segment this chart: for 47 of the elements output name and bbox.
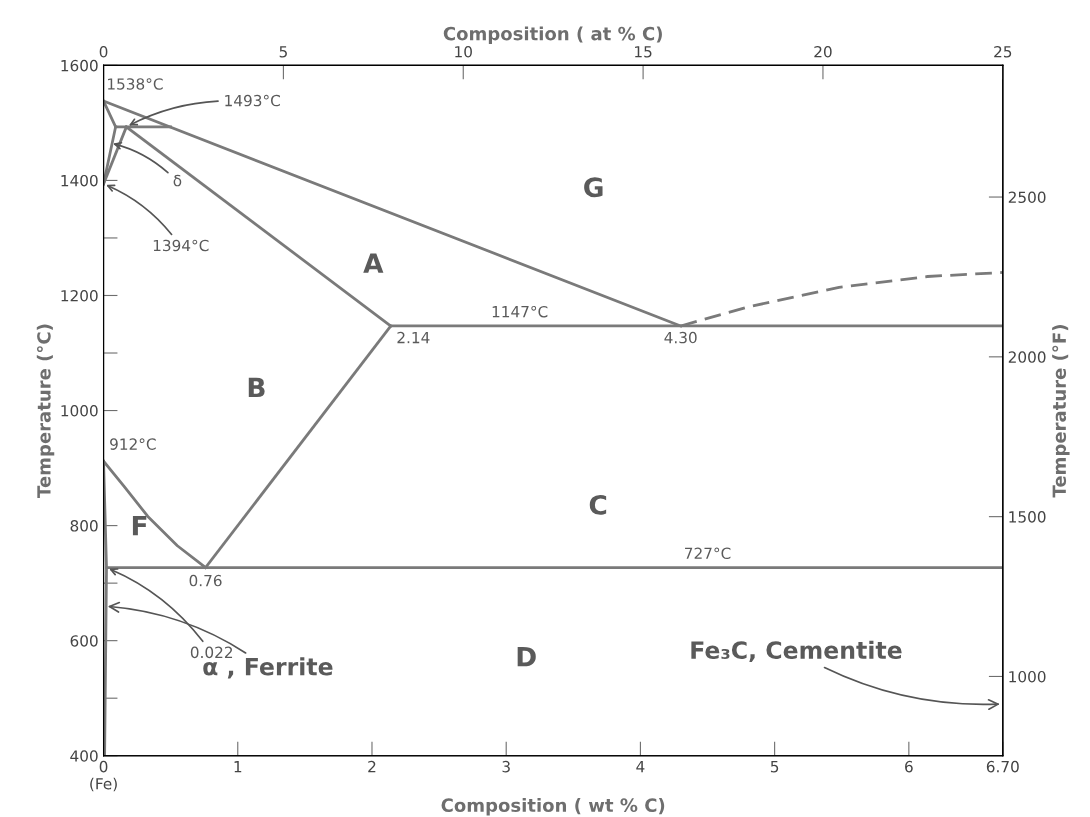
annotation: A: [363, 253, 384, 273]
x2-tick-label: 0: [99, 45, 108, 58]
annotation: δ: [173, 174, 182, 187]
y-tick-label: 400: [70, 750, 98, 762]
annotation: B: [248, 377, 265, 398]
annotation: 727°C: [685, 547, 731, 560]
x2-tick-label: 10: [455, 45, 472, 58]
x-tick-label: 3: [502, 760, 510, 773]
y2-tick-label: 1000: [1009, 670, 1046, 683]
x-tick-label: 2: [368, 760, 376, 773]
annotation: 1493°C: [225, 94, 280, 107]
y-tick-label: 1600: [61, 59, 98, 72]
annotation: 0.022: [190, 646, 233, 659]
y-tick-label: 1000: [61, 405, 98, 417]
annotation: C: [589, 494, 607, 515]
annotation: 0.76: [189, 574, 222, 587]
x2-tick-label: 20: [814, 45, 832, 58]
y-tick-label: 1400: [61, 174, 98, 187]
y2-tick-label: 2500: [1008, 191, 1046, 204]
y-tick-label: 1200: [61, 289, 98, 302]
y2-axis-title: Temperature (°F): [1052, 325, 1070, 498]
y-axis-title: Temperature (°C): [36, 324, 55, 498]
x-tick-label: 6: [905, 760, 913, 773]
annotation: α , Ferrite: [203, 657, 333, 679]
y2-tick-label: 1500: [1009, 511, 1046, 523]
x-tick-label: 6.70: [986, 760, 1019, 773]
annotation: 4.30: [664, 331, 697, 344]
annotation: 912°C: [110, 438, 156, 450]
x-tick-label: 5: [770, 761, 779, 773]
y-tick-label: 800: [70, 520, 98, 532]
x-axis-title: Composition ( wt % C): [441, 798, 665, 816]
annotation: 1538°C: [108, 78, 163, 90]
x2-tick-label: 15: [635, 46, 652, 58]
annotation: 1147°C: [492, 305, 548, 318]
x2-tick-label: 5: [279, 46, 287, 58]
annotation: F: [132, 515, 147, 536]
annotation: D: [517, 647, 536, 667]
annotation: 2.14: [397, 331, 430, 344]
x-tick-label: 1: [234, 761, 242, 773]
annotation: 1394°C: [153, 239, 209, 252]
x2-axis-title: Composition ( at % C): [443, 26, 662, 44]
annotation: G: [584, 177, 603, 198]
y-tick-label: 600: [70, 635, 98, 647]
x2-tick-label: 25: [994, 45, 1012, 58]
annotation: Fe₃C, Cementite: [691, 640, 902, 663]
y2-tick-label: 2000: [1008, 351, 1046, 363]
x-tick-label: 4: [636, 761, 645, 773]
